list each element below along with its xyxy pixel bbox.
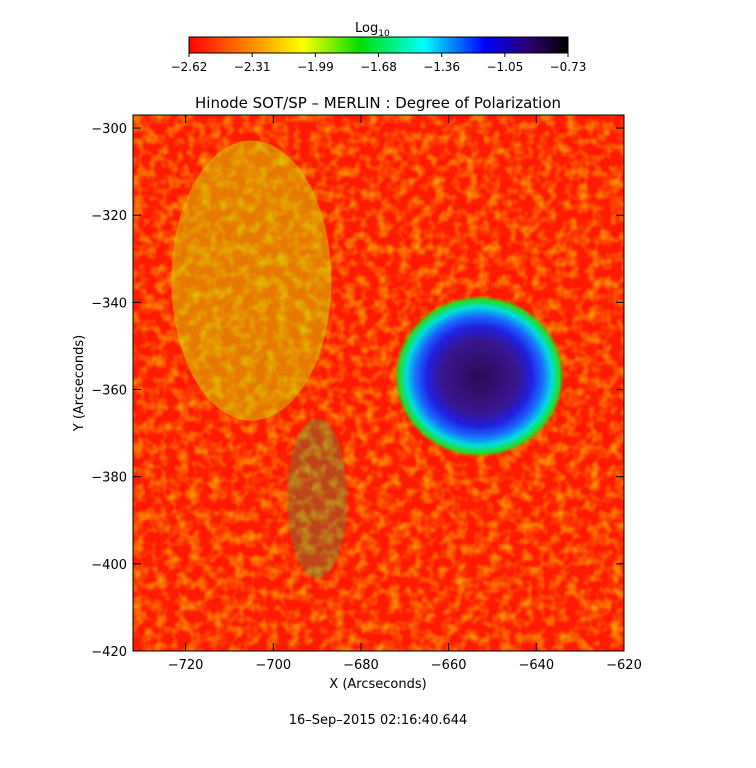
plot-frame — [132, 114, 625, 652]
colorbar-tick-label: −1.05 — [486, 60, 523, 74]
colorbar-tick-label: −1.68 — [360, 60, 397, 74]
sunspot — [394, 295, 565, 458]
colorbar-tick-label: −1.36 — [423, 60, 460, 74]
colorbar-tick-label: −0.73 — [550, 60, 587, 74]
plage-region — [171, 140, 332, 421]
colorbar-label: Log10 — [355, 21, 390, 39]
colorbar-gradient — [188, 36, 569, 54]
colorbar-tick-label: −1.99 — [297, 60, 334, 74]
y-tick-label: −420 — [91, 645, 127, 660]
polarization-map — [133, 115, 624, 651]
y-tick-label: −340 — [91, 296, 127, 311]
colorbar-ticks: −2.62 −2.31 −1.99 −1.68 −1.36 −1.05 −0.73 — [171, 53, 587, 74]
plot-area: −720 −700 −680 −660 −640 −620 −300 −320 −340 −36… — [91, 114, 642, 673]
plage-region — [287, 418, 348, 579]
x-axis-label: X (Arcseconds) — [329, 677, 426, 692]
timestamp: 16–Sep–2015 02:16:40.644 — [288, 713, 468, 728]
colorbar-label-base: Log — [355, 21, 378, 36]
x-tick-label: −720 — [168, 658, 204, 673]
y-tick-label: −320 — [91, 209, 127, 224]
x-tick-label: −640 — [518, 658, 554, 673]
x-tick-label: −620 — [606, 658, 642, 673]
colorbar-tick-label: −2.62 — [171, 60, 208, 74]
y-axis: −300 −320 −340 −360 −380 −400 −420 — [91, 122, 624, 660]
y-tick-label: −400 — [91, 558, 127, 573]
colorbar-tick-label: −2.31 — [234, 60, 271, 74]
y-tick-label: −300 — [91, 122, 127, 137]
colorbar: Log10 −2.62 −2.31 −1.99 −1.68 −1.36 −1.05 −0.7… — [171, 21, 587, 74]
x-tick-label: −700 — [255, 658, 291, 673]
x-tick-label: −680 — [343, 658, 379, 673]
x-tick-label: −660 — [431, 658, 467, 673]
x-axis: −720 −700 −680 −660 −640 −620 — [168, 115, 642, 673]
y-tick-label: −380 — [91, 471, 127, 486]
y-axis-label: Y (Arcseconds) — [72, 335, 87, 432]
y-tick-label: −360 — [91, 384, 127, 399]
colorbar-label-sub: 10 — [378, 29, 390, 39]
chart-title: Hinode SOT/SP – MERLIN : Degree of Polar… — [195, 94, 561, 112]
